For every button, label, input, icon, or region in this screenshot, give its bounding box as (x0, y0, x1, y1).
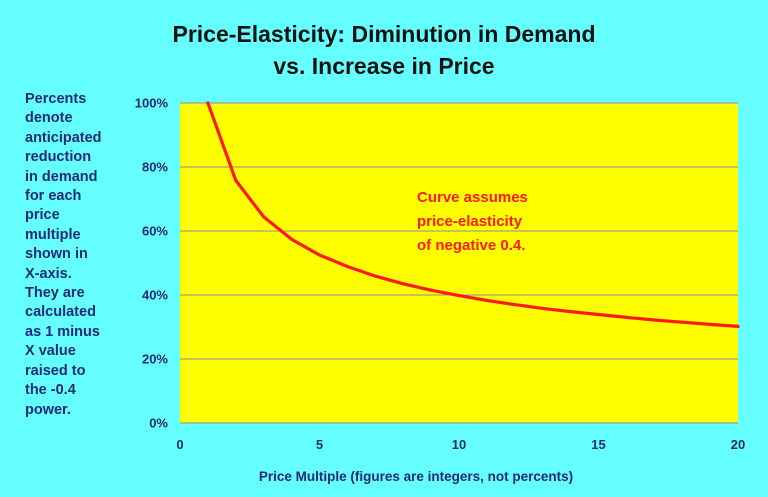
curve-annotation: Curve assumes price-elasticity of negative… (417, 189, 528, 254)
data-point (569, 310, 573, 314)
chart-title-line-1: Price-Elasticity: Diminution in Demand (172, 21, 596, 47)
side-note-line: price (25, 207, 60, 224)
side-note-line: Percents (25, 91, 87, 107)
x-tick-labels: 0 5 10 15 20 (176, 437, 745, 452)
side-note-line: denote (25, 110, 73, 127)
data-point (206, 101, 210, 105)
x-tick-label: 15 (591, 437, 605, 452)
y-tick-label: 80% (142, 160, 168, 175)
data-point (290, 237, 294, 241)
y-tick-label: 40% (142, 288, 168, 303)
side-note-line: raised to (25, 362, 86, 379)
data-point (541, 306, 545, 311)
gridlines (180, 102, 738, 424)
x-tick-label: 10 (452, 437, 466, 452)
series-line (206, 101, 740, 328)
y-tick-label: 20% (142, 352, 168, 367)
x-tick-label: 5 (316, 437, 323, 452)
y-tick-label: 0% (149, 416, 168, 431)
data-point (317, 253, 322, 257)
data-point (234, 178, 238, 183)
data-point (401, 282, 405, 286)
side-note-line: X value (25, 343, 76, 360)
side-note-line: reduction (25, 149, 92, 166)
side-note-line: anticipated (25, 129, 102, 146)
y-tick-labels: 0% 20% 40% 60% 80% 100% (135, 96, 169, 431)
side-note-line: X-axis. (25, 265, 72, 282)
data-point (596, 312, 601, 317)
side-note-line: the -0.4 (25, 382, 76, 399)
y-tick-label: 100% (135, 96, 169, 111)
series-points (206, 101, 740, 328)
data-point (624, 315, 629, 319)
x-tick-label: 20 (731, 437, 745, 452)
side-note-line: power. (25, 401, 71, 418)
side-note-line: shown in (25, 246, 88, 263)
data-point (513, 303, 517, 307)
chart-title: Price-Elasticity: Diminution in Demand v… (0, 18, 768, 82)
data-point (262, 215, 266, 219)
side-note-line: for each (25, 188, 82, 205)
data-point (485, 298, 489, 303)
annotation-line: Curve assumes (417, 189, 528, 206)
data-point (736, 324, 740, 328)
side-note-line: They are (25, 285, 85, 302)
annotation-line: price-elasticity (417, 213, 523, 230)
side-note-line: as 1 minus (25, 323, 100, 340)
side-note-line: in demand (25, 168, 98, 185)
x-axis-label: Price Multiple (figures are integers, no… (259, 469, 573, 484)
data-point (429, 288, 433, 292)
data-point (345, 264, 349, 269)
side-note-line: calculated (25, 304, 96, 321)
annotation-line: of negative 0.4. (417, 237, 525, 254)
x-tick-label: 0 (176, 437, 183, 452)
data-point (652, 318, 656, 322)
side-note-line: multiple (25, 226, 81, 243)
data-point (708, 322, 712, 327)
chart-title-line-2: vs. Increase in Price (273, 53, 495, 79)
data-point (373, 274, 377, 278)
data-point (457, 294, 461, 298)
y-tick-label: 60% (142, 224, 168, 239)
side-note: Percents denote anticipated reduction in dem… (25, 90, 120, 420)
data-point (680, 320, 684, 324)
plot-area (180, 103, 738, 423)
